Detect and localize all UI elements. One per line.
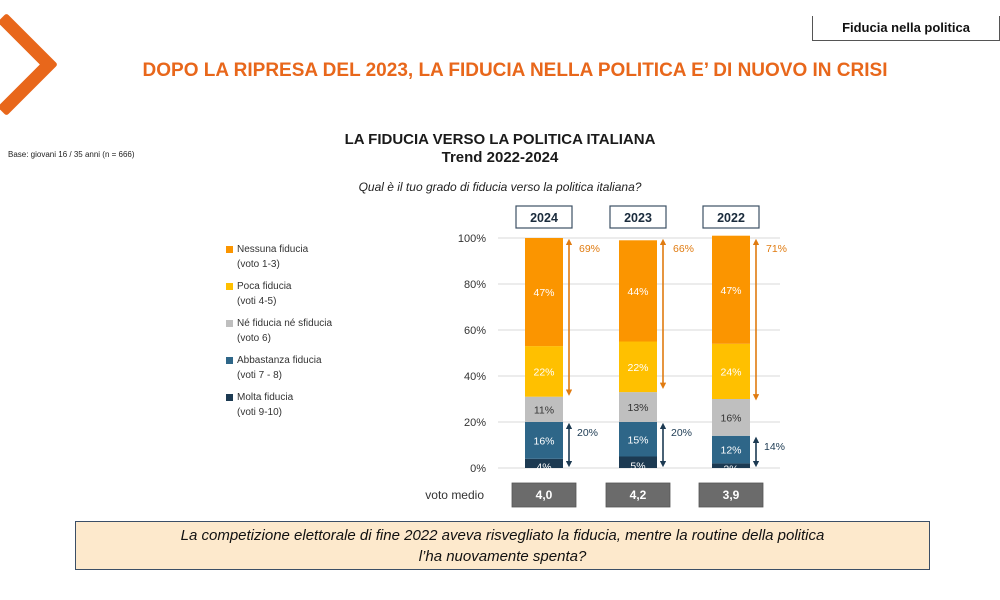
- chart-question: Qual è il tuo grado di fiducia verso la …: [358, 180, 642, 194]
- bar-segment-poca: [712, 343, 750, 399]
- voto-medio-value: 4,0: [536, 488, 553, 502]
- legend-sublabel: (voto 6): [237, 333, 271, 344]
- y-tick-label: 100%: [458, 233, 486, 245]
- year-header-box: [515, 205, 573, 229]
- data-label: 47%: [720, 285, 741, 297]
- data-label: 11%: [534, 404, 554, 416]
- data-label: 44%: [627, 286, 648, 298]
- bar-segment-abbastanza: [712, 435, 750, 464]
- insight-callout: La competizione elettorale di fine 2022 …: [75, 521, 930, 570]
- data-label: 4%: [536, 461, 551, 473]
- base-note: Base: giovani 16 / 35 anni (n = 666): [8, 150, 135, 159]
- chart-subtitle: Trend 2022-2024: [441, 149, 559, 166]
- legend-sublabel: (voto 1-3): [237, 259, 280, 270]
- legend-swatch-nessuna: [226, 246, 233, 253]
- legend-sublabel: (voti 4-5): [237, 296, 277, 307]
- y-tick-label: 40%: [464, 371, 486, 383]
- data-label: 5%: [630, 460, 645, 472]
- page-title: DOPO LA RIPRESA DEL 2023, LA FIDUCIA NEL…: [142, 60, 888, 81]
- data-label: 22%: [533, 366, 554, 378]
- stacked-bar-chart: 0% 20% 40% 60% 80% 100% 2024 4% 16% 11% 22% 47% 202…: [425, 205, 787, 508]
- year-header-box: [702, 205, 760, 229]
- legend-swatch-poca: [226, 283, 233, 290]
- legend-item-molta: Molta fiducia (voti 9-10): [226, 390, 332, 420]
- bar-segment-abbastanza: [525, 422, 563, 459]
- data-label: 16%: [720, 412, 741, 424]
- legend-item-poca: Poca fiducia (voti 4-5): [226, 279, 332, 309]
- legend-sublabel: (voti 7 - 8): [237, 370, 283, 381]
- legend-swatch-molta: [226, 394, 233, 401]
- bar-segment-ne: [619, 392, 657, 422]
- chart-legend: Nessuna fiducia (voto 1-3) Poca fiducia (v…: [226, 242, 332, 427]
- bar-segment-molta: [619, 456, 657, 468]
- y-tick-label: 0%: [470, 463, 486, 475]
- positive-total-label: 20%: [577, 427, 598, 439]
- bar-segment-ne: [525, 396, 563, 422]
- data-label: 24%: [720, 366, 741, 378]
- voto-medio-value: 3,9: [723, 488, 740, 502]
- bar-segment-molta: [712, 463, 750, 468]
- bar-segment-nessuna: [712, 235, 750, 344]
- negative-total-label: 69%: [579, 243, 600, 255]
- voto-medio-label: voto medio: [425, 488, 484, 502]
- data-label: 13%: [627, 402, 648, 414]
- negative-total-label: 66%: [673, 243, 694, 255]
- bar-segment-poca: [525, 346, 563, 397]
- bar-segment-abbastanza: [619, 422, 657, 457]
- positive-total-label: 20%: [671, 427, 692, 439]
- bar-segment-poca: [619, 341, 657, 393]
- y-tick-label: 20%: [464, 417, 486, 429]
- year-header-label: 2024: [530, 211, 558, 225]
- chart-title: LA FIDUCIA VERSO LA POLITICA ITALIANA: [344, 131, 656, 148]
- data-label: 16%: [533, 435, 554, 447]
- voto-medio-value: 4,2: [630, 488, 647, 502]
- bar-segment-ne: [712, 399, 750, 436]
- legend-label: Poca fiducia: [237, 281, 292, 292]
- year-header-label: 2023: [624, 211, 652, 225]
- legend-label: Nessuna fiducia: [237, 244, 309, 255]
- callout-line-2: l’ha nuovamente spenta?: [418, 548, 587, 565]
- bar-segment-molta: [525, 458, 563, 468]
- legend-item-ne: Né fiducia né sfiducia (voto 6): [226, 316, 332, 346]
- legend-item-nessuna: Nessuna fiducia (voto 1-3): [226, 242, 332, 272]
- data-label: 12%: [720, 445, 741, 457]
- data-label: 47%: [533, 287, 554, 299]
- data-label: 22%: [627, 362, 648, 374]
- legend-label: Abbastanza fiducia: [237, 355, 322, 366]
- legend-label: Né fiducia né sfiducia: [237, 318, 333, 329]
- legend-sublabel: (voti 9-10): [237, 407, 283, 418]
- data-label: 15%: [627, 434, 648, 446]
- voto-medio-box: [698, 482, 764, 508]
- legend-label: Molta fiducia: [237, 392, 294, 403]
- year-header-label: 2022: [717, 211, 745, 225]
- legend-item-abbastanza: Abbastanza fiducia (voti 7 - 8): [226, 353, 332, 383]
- callout-line-1: La competizione elettorale di fine 2022 …: [180, 527, 825, 544]
- legend-swatch-abbastanza: [226, 357, 233, 364]
- negative-total-label: 71%: [766, 243, 787, 255]
- bar-segment-nessuna: [619, 240, 657, 342]
- data-label: 2%: [723, 464, 738, 476]
- voto-medio-box: [511, 482, 577, 508]
- y-tick-label: 80%: [464, 279, 486, 291]
- voto-medio-box: [605, 482, 671, 508]
- year-header-box: [609, 205, 667, 229]
- bar-segment-nessuna: [525, 238, 563, 347]
- chart-title-block: LA FIDUCIA VERSO LA POLITICA ITALIANA Tr…: [300, 131, 700, 167]
- legend-swatch-ne: [226, 320, 233, 327]
- y-tick-label: 60%: [464, 325, 486, 337]
- positive-total-label: 14%: [764, 441, 785, 453]
